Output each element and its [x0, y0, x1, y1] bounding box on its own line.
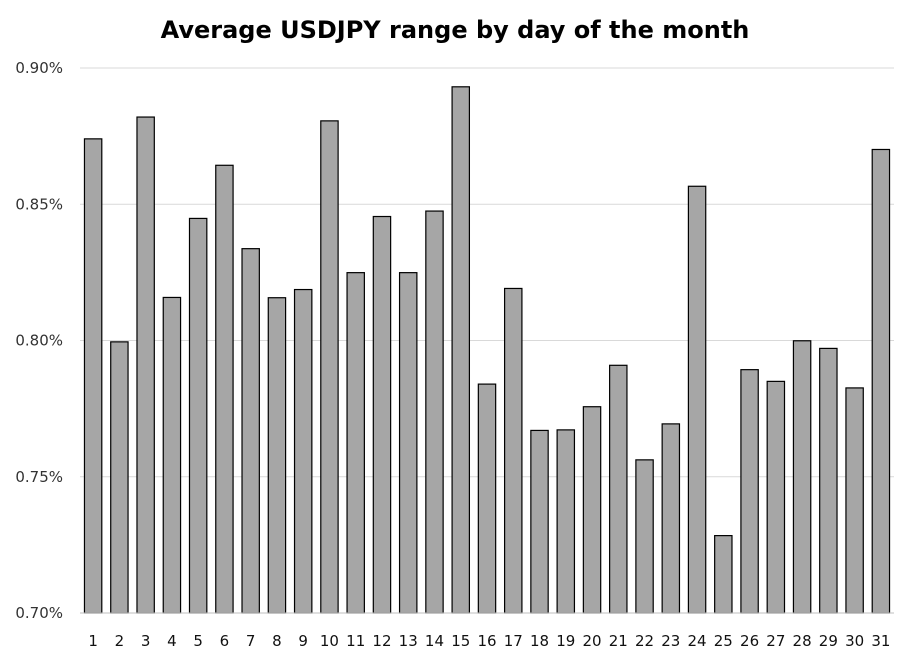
x-tick-label: 30	[845, 632, 864, 650]
x-tick-label: 8	[272, 632, 282, 650]
bar-day-3	[136, 116, 155, 614]
x-tick-label: 22	[635, 632, 654, 650]
bar-day-18	[530, 429, 549, 614]
bar-day-23	[661, 423, 681, 614]
bar-day-12	[372, 215, 392, 614]
bar-day-5	[188, 217, 208, 614]
bar-day-11	[346, 272, 365, 614]
y-tick-label: 0.80%	[15, 332, 63, 350]
x-tick-label: 31	[871, 632, 890, 650]
bar-day-7	[241, 248, 260, 614]
x-tick-label: 20	[582, 632, 601, 650]
bar-day-26	[740, 369, 759, 614]
x-tick-label: 5	[193, 632, 203, 650]
bar-day-4	[162, 296, 182, 614]
x-tick-label: 7	[246, 632, 256, 650]
bar-day-28	[792, 340, 812, 614]
y-tick-label: 0.70%	[15, 604, 63, 622]
x-tick-label: 11	[346, 632, 365, 650]
bar-day-22	[635, 459, 654, 614]
x-tick-label: 4	[167, 632, 177, 650]
x-tick-label: 17	[504, 632, 523, 650]
bars	[83, 86, 891, 614]
bar-day-21	[609, 364, 628, 614]
x-tick-label: 24	[688, 632, 707, 650]
bar-day-14	[425, 210, 444, 614]
bar-day-29	[819, 347, 838, 614]
y-axis-ticks: 0.70% 0.75% 0.80% 0.85% 0.90%	[15, 59, 63, 622]
bar-day-2	[110, 341, 129, 614]
bar-day-17	[503, 287, 523, 614]
x-tick-label: 12	[372, 632, 391, 650]
bar-day-30	[845, 387, 864, 614]
x-tick-label: 29	[819, 632, 838, 650]
bar-day-13	[398, 272, 418, 614]
bar-day-9	[293, 288, 313, 614]
x-tick-label: 2	[115, 632, 125, 650]
x-tick-label: 6	[220, 632, 230, 650]
bar-day-24	[687, 185, 707, 614]
x-tick-label: 15	[451, 632, 470, 650]
y-tick-label: 0.90%	[15, 59, 63, 77]
x-tick-label: 27	[766, 632, 785, 650]
x-tick-label: 28	[793, 632, 812, 650]
x-tick-label: 21	[609, 632, 628, 650]
x-tick-label: 1	[88, 632, 98, 650]
bar-day-16	[477, 383, 497, 614]
x-tick-label: 16	[477, 632, 496, 650]
x-tick-label: 19	[556, 632, 575, 650]
y-tick-label: 0.85%	[15, 195, 63, 213]
bar-day-8	[267, 297, 287, 614]
bar-day-6	[215, 164, 234, 614]
x-tick-label: 13	[399, 632, 418, 650]
x-tick-label: 3	[141, 632, 151, 650]
x-axis-ticks: 1 2 3 4 5 6 7 8 9 10 11 12 13 14 15 16 17 18 19 20 21 22 23 24 2…	[88, 632, 890, 650]
bar-day-25	[714, 535, 733, 614]
x-tick-label: 25	[714, 632, 733, 650]
y-tick-label: 0.75%	[15, 468, 63, 486]
bar-day-27	[766, 380, 786, 614]
chart-title: Average USDJPY range by day of the month	[161, 16, 750, 44]
x-tick-label: 10	[320, 632, 339, 650]
bar-day-19	[556, 429, 576, 614]
bar-day-20	[582, 406, 602, 614]
x-tick-label: 18	[530, 632, 549, 650]
bar-day-15	[451, 86, 471, 614]
x-tick-label: 26	[740, 632, 759, 650]
x-tick-label: 14	[425, 632, 444, 650]
bar-day-1	[83, 138, 103, 614]
bar-day-31	[871, 148, 891, 614]
bar-day-10	[320, 120, 339, 614]
x-tick-label: 23	[661, 632, 680, 650]
x-tick-label: 9	[298, 632, 308, 650]
